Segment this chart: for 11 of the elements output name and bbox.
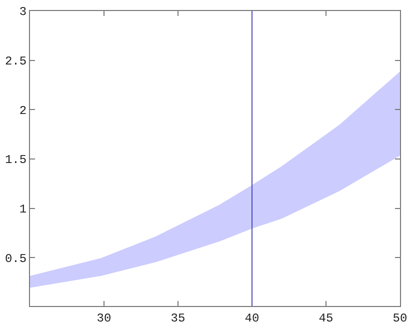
y-tick-label: 1.5 [4,153,27,168]
y-tick-label: 1 [19,202,27,217]
y-tick-label: 2.5 [4,54,27,69]
y-tick-label: 0.5 [4,252,27,266]
y-tick-label: 2 [19,104,27,118]
y-tick-label: 3 [19,5,27,20]
x-tick-label: 35 [170,311,186,326]
x-tick-label: 45 [318,311,334,326]
x-tick-label: 40 [244,311,260,326]
x-tick-label: 50 [392,311,408,326]
x-tick-label: 30 [96,311,112,326]
